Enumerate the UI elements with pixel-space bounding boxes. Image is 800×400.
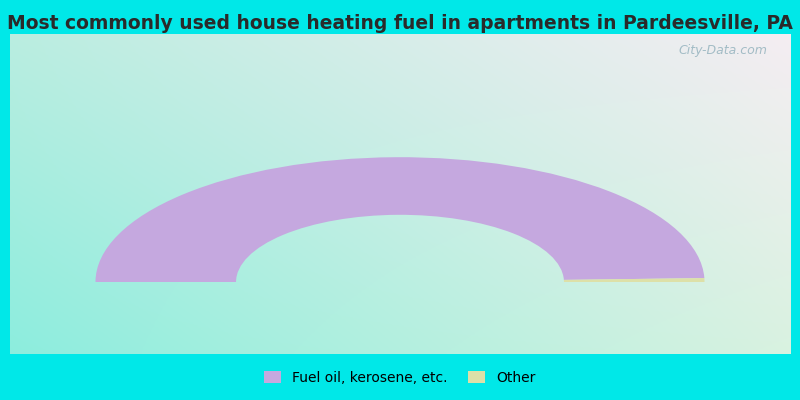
Wedge shape bbox=[95, 157, 704, 282]
Legend: Fuel oil, kerosene, etc., Other: Fuel oil, kerosene, etc., Other bbox=[260, 367, 540, 389]
Wedge shape bbox=[564, 278, 705, 282]
Text: Most commonly used house heating fuel in apartments in Pardeesville, PA: Most commonly used house heating fuel in… bbox=[7, 14, 793, 33]
Text: City-Data.com: City-Data.com bbox=[678, 44, 767, 57]
